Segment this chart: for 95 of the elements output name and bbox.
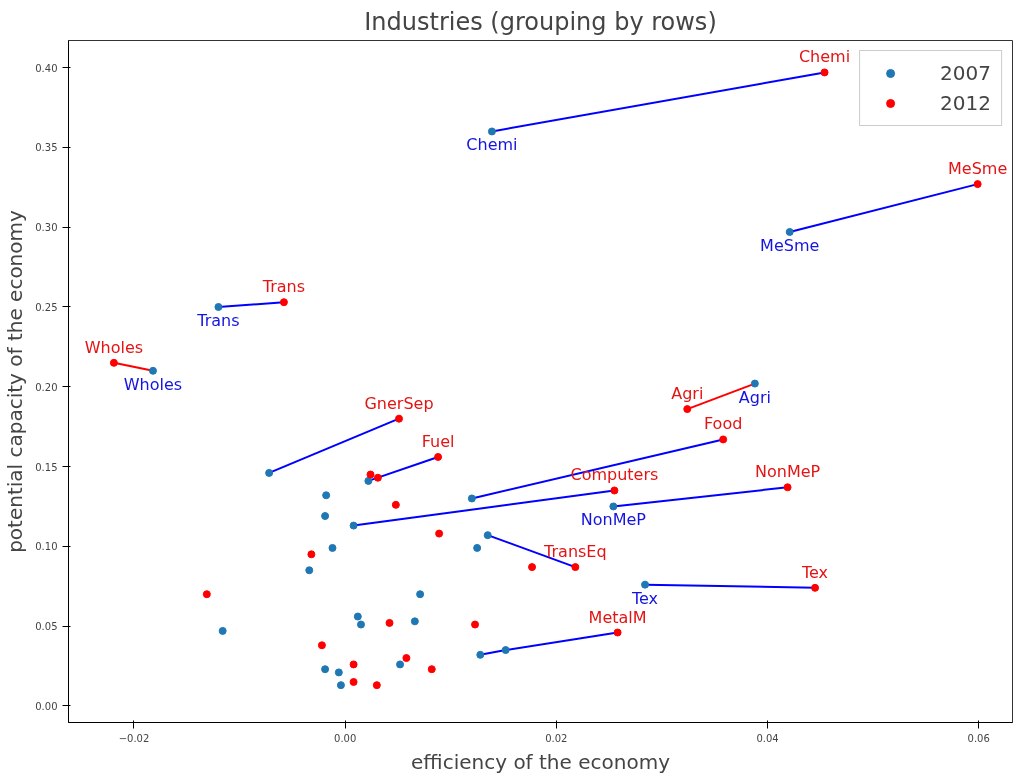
point bbox=[349, 677, 358, 686]
point bbox=[820, 68, 829, 77]
data-label: Trans bbox=[261, 277, 306, 297]
point bbox=[750, 379, 759, 388]
point bbox=[613, 628, 622, 637]
point bbox=[476, 650, 485, 659]
data-label: Chemi bbox=[466, 135, 518, 155]
point bbox=[265, 468, 274, 477]
data-label: NonMeP bbox=[580, 510, 647, 530]
point bbox=[148, 366, 157, 375]
point bbox=[349, 660, 358, 669]
point bbox=[610, 486, 619, 495]
point bbox=[321, 512, 330, 521]
data-label: Fuel bbox=[421, 431, 455, 451]
point bbox=[385, 618, 394, 627]
point bbox=[391, 500, 400, 509]
point bbox=[356, 620, 365, 629]
point bbox=[328, 543, 337, 552]
x-tick-label: 0.04 bbox=[756, 732, 779, 744]
point bbox=[334, 668, 343, 677]
point bbox=[322, 491, 331, 500]
data-label: MetalM bbox=[588, 607, 647, 627]
y-axis-title: potential capacity of the economy bbox=[3, 209, 28, 553]
data-label: Computers bbox=[570, 465, 659, 485]
point bbox=[719, 435, 728, 444]
point bbox=[373, 473, 382, 482]
point bbox=[473, 543, 482, 552]
data-label: Tex bbox=[801, 562, 829, 582]
point bbox=[471, 620, 480, 629]
point bbox=[785, 227, 794, 236]
y-tick-label: 0.10 bbox=[35, 541, 58, 553]
data-label: MeSme bbox=[760, 235, 820, 255]
x-axis-title: efficiency of the economy bbox=[411, 749, 671, 774]
point bbox=[528, 563, 537, 572]
data-label: GnerSep bbox=[364, 393, 434, 413]
point bbox=[336, 681, 345, 690]
point bbox=[214, 302, 223, 311]
x-tick-label: 0.06 bbox=[967, 732, 990, 744]
y-tick-label: 0.00 bbox=[35, 700, 58, 712]
point bbox=[609, 502, 618, 511]
point bbox=[307, 550, 316, 559]
chart-title: Industries (grouping by rows) bbox=[364, 7, 717, 36]
point bbox=[364, 476, 373, 485]
point bbox=[396, 660, 405, 669]
point bbox=[402, 654, 411, 663]
point bbox=[467, 494, 476, 503]
point bbox=[571, 563, 580, 572]
point bbox=[783, 483, 792, 492]
point bbox=[683, 405, 692, 414]
x-tick-label: −0.02 bbox=[118, 732, 150, 744]
point bbox=[372, 681, 381, 690]
x-tick-label: 0.02 bbox=[545, 732, 568, 744]
point bbox=[349, 521, 358, 530]
point bbox=[410, 617, 419, 626]
point bbox=[395, 414, 404, 423]
data-label: Chemi bbox=[798, 47, 851, 67]
y-tick-label: 0.35 bbox=[35, 142, 58, 154]
point bbox=[811, 583, 820, 592]
point bbox=[218, 626, 227, 635]
data-label: MeSme bbox=[948, 159, 1008, 179]
point bbox=[202, 590, 211, 599]
point bbox=[317, 641, 326, 650]
data-label: NonMeP bbox=[754, 462, 821, 482]
legend-label: 2012 bbox=[940, 91, 991, 115]
point bbox=[109, 358, 118, 367]
point bbox=[435, 529, 444, 538]
y-tick-label: 0.40 bbox=[35, 62, 58, 74]
point bbox=[501, 646, 510, 655]
y-tick-label: 0.15 bbox=[35, 461, 58, 473]
y-tick-label: 0.30 bbox=[35, 222, 58, 234]
legend-label: 2007 bbox=[940, 61, 991, 85]
data-label: Wholes bbox=[84, 337, 144, 357]
data-label: Wholes bbox=[123, 374, 183, 394]
point bbox=[279, 298, 288, 307]
data-label: TransEq bbox=[543, 542, 607, 562]
x-tick-label: 0.00 bbox=[334, 732, 357, 744]
y-tick-label: 0.20 bbox=[35, 381, 58, 393]
data-label: Agri bbox=[671, 384, 704, 404]
y-tick-label: 0.25 bbox=[35, 301, 58, 313]
data-label: Trans bbox=[196, 310, 240, 330]
point bbox=[305, 566, 314, 575]
point bbox=[973, 180, 982, 189]
point bbox=[366, 470, 375, 479]
data-label: Tex bbox=[630, 588, 659, 608]
point bbox=[427, 665, 436, 674]
point bbox=[321, 665, 330, 674]
point bbox=[641, 580, 650, 589]
data-label: Food bbox=[703, 414, 743, 434]
point bbox=[487, 127, 496, 136]
point bbox=[353, 612, 362, 621]
point bbox=[416, 590, 425, 599]
point bbox=[483, 531, 492, 540]
point bbox=[434, 452, 443, 461]
data-label: Agri bbox=[738, 387, 771, 407]
y-tick-label: 0.05 bbox=[35, 621, 58, 633]
